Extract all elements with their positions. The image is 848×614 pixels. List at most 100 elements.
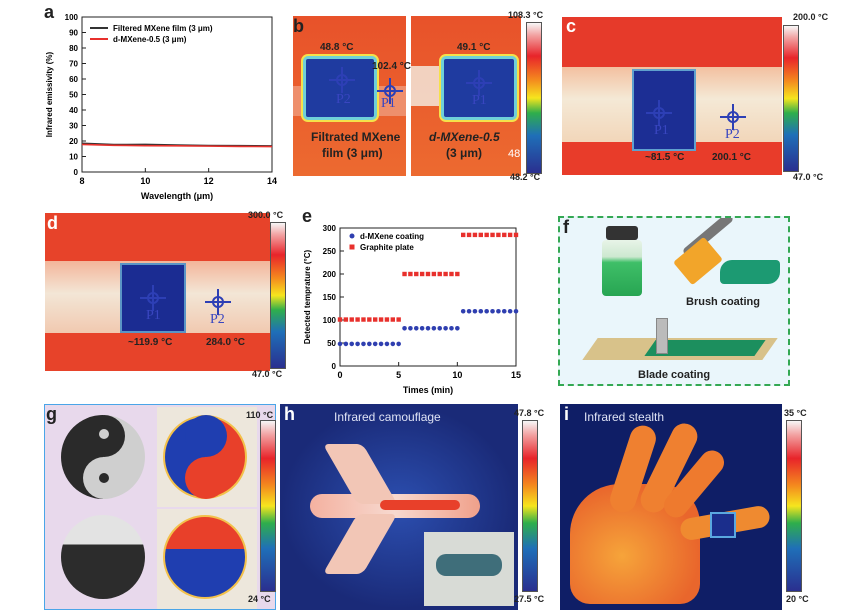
colorbar-min: 47.0 °C — [252, 369, 283, 379]
y-tick-label: 70 — [69, 60, 78, 69]
caption-dmxene-2: (3 μm) — [446, 146, 483, 160]
panel-i — [560, 404, 782, 610]
y-tick-label: 150 — [323, 293, 337, 302]
data-point — [501, 308, 507, 314]
crosshair-icon — [205, 289, 231, 315]
panel-f — [558, 216, 790, 386]
legend-label: d-MXene-0.5 (3 μm) — [113, 35, 187, 44]
data-point — [466, 232, 472, 238]
panel-label-i: i — [564, 404, 570, 424]
point-label: P1 — [381, 96, 396, 111]
colorbar-max: 47.8 °C — [514, 408, 545, 418]
data-point — [384, 341, 390, 347]
data-point — [408, 271, 413, 277]
y-tick-label: 30 — [69, 122, 78, 131]
x-axis-label: Wavelength (μm) — [141, 191, 213, 201]
x-tick-label: 10 — [452, 370, 462, 380]
data-point — [361, 341, 366, 347]
data-point — [378, 317, 384, 322]
series-line — [81, 143, 273, 148]
x-tick-label: 15 — [511, 370, 521, 380]
y-tick-label: 0 — [74, 168, 79, 177]
data-point — [419, 325, 425, 331]
data-point — [396, 317, 401, 322]
temp-p1: 102.4 °C — [372, 61, 412, 72]
camouflage-title: Infrared camouflage — [334, 410, 441, 424]
data-point — [402, 271, 407, 277]
stealth-title: Infrared stealth — [584, 410, 665, 424]
emissivity-chart: 0 10 20 30 40 50 60 70 80 90 100 8 10 12 14 Wavelength … — [45, 13, 277, 201]
panel-label-b: b — [293, 16, 304, 36]
data-point — [431, 325, 437, 331]
point-label: P1 — [146, 308, 161, 323]
data-point — [449, 325, 454, 331]
colorbar-max: 300.0 °C — [248, 210, 284, 220]
data-point — [443, 325, 448, 331]
y-axis-label: Detected temprature (°C) — [303, 250, 312, 345]
data-point — [455, 325, 460, 331]
data-point — [419, 271, 425, 277]
data-point — [378, 341, 384, 347]
x-tick-label: 12 — [204, 176, 214, 186]
caption-filtrated-2: film (3 μm) — [322, 146, 383, 160]
data-point — [484, 308, 489, 314]
point-label: P2 — [336, 92, 351, 107]
y-tick-label: 100 — [323, 316, 337, 325]
data-point — [513, 308, 519, 314]
y-tick-label: 60 — [69, 75, 78, 84]
data-point — [367, 317, 372, 322]
crosshair-icon — [329, 67, 355, 93]
legend-label: Filtered MXene film (3 μm) — [113, 24, 213, 33]
data-point — [349, 317, 354, 322]
temp-p1: ~119.9 °C — [128, 337, 173, 348]
colorbar-max: 110 °C — [246, 410, 274, 420]
colorbar — [786, 420, 802, 592]
data-point — [478, 308, 484, 314]
data-point — [425, 325, 431, 331]
temp-p2: 200.1 °C — [712, 152, 752, 163]
panel-label-d: d — [47, 213, 58, 233]
crosshair-icon — [720, 104, 746, 130]
crosshair-icon — [377, 78, 403, 104]
data-point — [425, 271, 431, 277]
panel-label-f: f — [563, 217, 569, 237]
colorbar — [260, 420, 276, 592]
data-point — [367, 341, 372, 347]
data-point — [343, 317, 349, 322]
data-point — [384, 317, 390, 322]
data-point — [490, 232, 495, 238]
colorbar-min: 27.5 °C — [514, 594, 545, 604]
y-tick-label: 50 — [69, 91, 78, 100]
data-point — [490, 308, 495, 314]
colorbar — [522, 420, 538, 592]
data-point — [472, 232, 478, 238]
data-point — [443, 271, 448, 277]
x-tick-label: 10 — [140, 176, 150, 186]
data-point — [390, 317, 395, 322]
y-tick-label: 10 — [69, 153, 78, 162]
legend-label: Graphite plate — [360, 243, 414, 252]
data-point — [437, 325, 443, 331]
colorbar-max: 108.3 °C — [508, 10, 544, 20]
data-point — [355, 341, 360, 347]
data-point — [361, 317, 366, 322]
data-point — [343, 341, 349, 347]
panel-h — [280, 404, 518, 610]
data-point — [396, 341, 401, 347]
y-tick-label: 20 — [69, 137, 78, 146]
data-point — [496, 308, 501, 314]
data-point — [355, 317, 360, 322]
temperature-chart: 0 50 100 150 200 250 300 0 5 10 15 Times (min) Detec… — [303, 224, 521, 395]
panel-g — [44, 404, 276, 610]
crosshair-icon — [466, 70, 492, 96]
x-tick-label: 0 — [337, 370, 342, 380]
data-point — [431, 271, 437, 277]
panel-label-c: c — [566, 16, 577, 36]
y-tick-label: 50 — [327, 339, 336, 348]
crosshair-icon — [646, 100, 672, 126]
edge-text: 48 — [508, 148, 521, 160]
data-point — [496, 232, 501, 238]
caption-dmxene: d-MXene-0.5 — [429, 130, 500, 144]
colorbar-max: 200.0 °C — [793, 12, 829, 22]
y-tick-label: 300 — [323, 224, 337, 233]
